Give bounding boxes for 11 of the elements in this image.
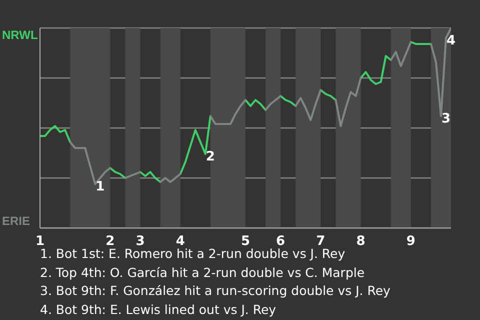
text: 4. Bot 9th: E. Lewis lined out vs J. Rey xyxy=(40,300,278,319)
annotation: 4 xyxy=(446,34,456,49)
text: 3. Bot 9th: F. González hit a run-scoring double vs J. Rey xyxy=(40,282,390,300)
text: NRWL xyxy=(2,28,38,42)
annotation: 2 xyxy=(206,150,215,165)
annotation: 3 xyxy=(441,112,450,127)
text: ERIE xyxy=(2,214,30,228)
text: 2. Top 4th: O. García hit a 2-run double vs C. Marple xyxy=(40,264,366,282)
x-tick-label: 8 xyxy=(356,234,366,250)
x-tick-label: 9 xyxy=(406,234,416,250)
annotation: 1 xyxy=(96,180,105,195)
